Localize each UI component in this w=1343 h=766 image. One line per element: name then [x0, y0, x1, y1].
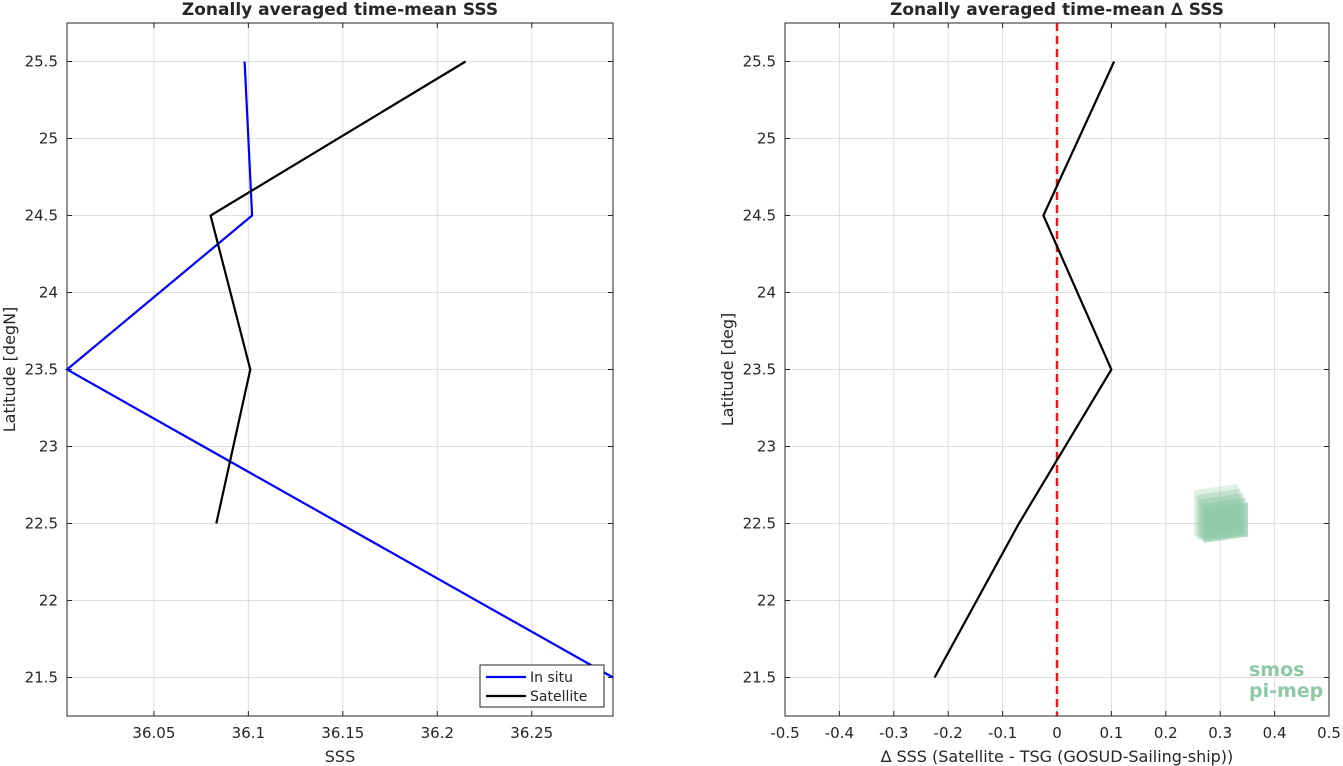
left-ytick-label: 23	[39, 438, 58, 456]
right-xtick-label: 0.3	[1208, 724, 1232, 742]
left-ytick-label: 23.5	[25, 361, 58, 379]
right-xtick-label: -0.5	[770, 724, 799, 742]
right-y-axis-label: Latitude [deg]	[718, 313, 737, 427]
left-ytick-label: 21.5	[25, 669, 58, 687]
left-ytick-label: 25.5	[25, 53, 58, 71]
left-xtick-label: 36.05	[132, 724, 175, 742]
left-series-line-satellite	[209, 60, 467, 524]
right-xtick-label: 0.2	[1154, 724, 1178, 742]
left-legend: In situ Satellite	[479, 664, 605, 708]
left-xtick-label: 36.15	[321, 724, 364, 742]
left-y-axis-label: Latitude [degN]	[0, 307, 19, 433]
right-xtick-label: -0.2	[934, 724, 963, 742]
right-ytick-label: 22.5	[743, 515, 776, 533]
logo-text-line2: pi-mep	[1249, 680, 1323, 702]
left-ytick-label: 22	[39, 592, 58, 610]
right-ytick-label: 24.5	[743, 207, 776, 225]
right-xtick-label: -0.3	[879, 724, 908, 742]
left-ytick-label: 24.5	[25, 207, 58, 225]
right-ytick-label: 23	[757, 438, 776, 456]
left-xtick-label: 36.2	[421, 724, 454, 742]
legend-entry: In situ	[530, 670, 573, 686]
right-x-axis-label: ∆ SSS (Satellite - TSG (GOSUD-Sailing-sh…	[880, 747, 1234, 766]
right-ytick-label: 23.5	[743, 361, 776, 379]
logo-text-line1: smos	[1249, 659, 1304, 681]
right-xtick-label: -0.1	[988, 724, 1017, 742]
chart-left-sss: 36.05 36.1 36.15 36.2 36.25 21.5 22 22.5 23 23.5 2…	[0, 0, 614, 766]
left-axes-frame	[66, 22, 614, 717]
right-xtick-label: 0.4	[1263, 724, 1287, 742]
right-ytick-label: 24	[757, 284, 776, 302]
right-xtick-label: 0.1	[1099, 724, 1123, 742]
left-xtick-label: 36.1	[232, 724, 265, 742]
right-xtick-label: 0	[1052, 724, 1062, 742]
left-ytick-label: 25	[39, 130, 58, 148]
left-ytick-label: 24	[39, 284, 58, 302]
chart-right-delta-sss: -0.5 -0.4 -0.3 -0.2 -0.1 0 0.1 0.2 0.3 0.4 0.5 21.5…	[718, 0, 1341, 766]
logo-layers-icon	[1194, 484, 1248, 543]
left-xtick-label: 36.25	[510, 724, 553, 742]
left-ytick-label: 22.5	[25, 515, 58, 533]
right-ytick-label: 21.5	[743, 669, 776, 687]
logo-layer	[1204, 502, 1248, 543]
left-chart-title: Zonally averaged time-mean SSS	[182, 0, 498, 20]
right-xtick-label: 0.5	[1317, 724, 1341, 742]
right-ytick-label: 25.5	[743, 53, 776, 71]
right-ytick-label: 25	[757, 130, 776, 148]
legend-entry: Satellite	[530, 689, 587, 705]
right-chart-title: Zonally averaged time-mean ∆ SSS	[890, 0, 1224, 20]
right-xtick-label: -0.4	[825, 724, 854, 742]
right-ytick-label: 22	[757, 592, 776, 610]
legend-box	[479, 664, 605, 708]
right-axes-frame	[784, 22, 1330, 717]
left-series-line-in-situ	[65, 61, 614, 679]
left-x-axis-label: SSS	[325, 747, 355, 766]
